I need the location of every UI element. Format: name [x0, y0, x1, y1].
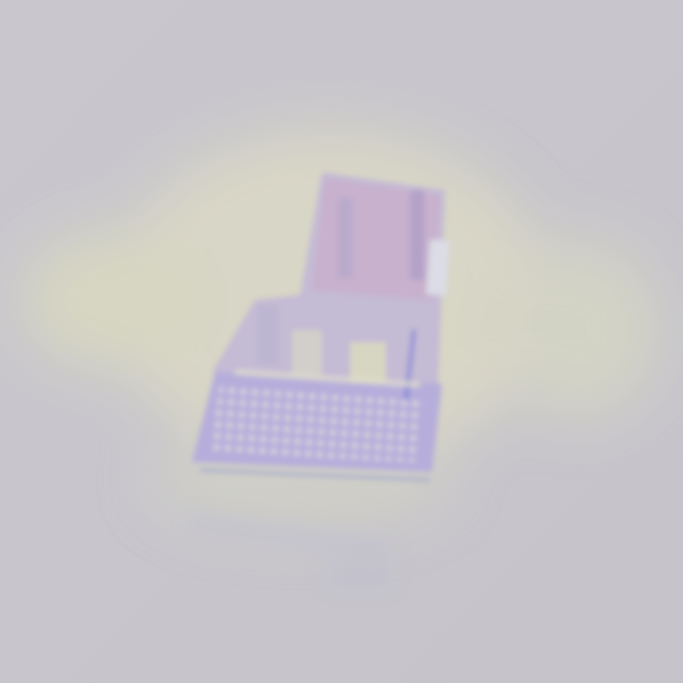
light-block [350, 342, 386, 382]
post [410, 190, 424, 280]
streaks [190, 516, 390, 585]
side-block [426, 239, 450, 296]
edge-accent [199, 468, 431, 482]
post [258, 305, 278, 365]
edge-accent [404, 329, 416, 401]
object [192, 172, 450, 482]
light-block [292, 330, 322, 375]
edge-highlight [234, 369, 421, 388]
post [338, 198, 352, 278]
hole-grid [210, 386, 425, 462]
